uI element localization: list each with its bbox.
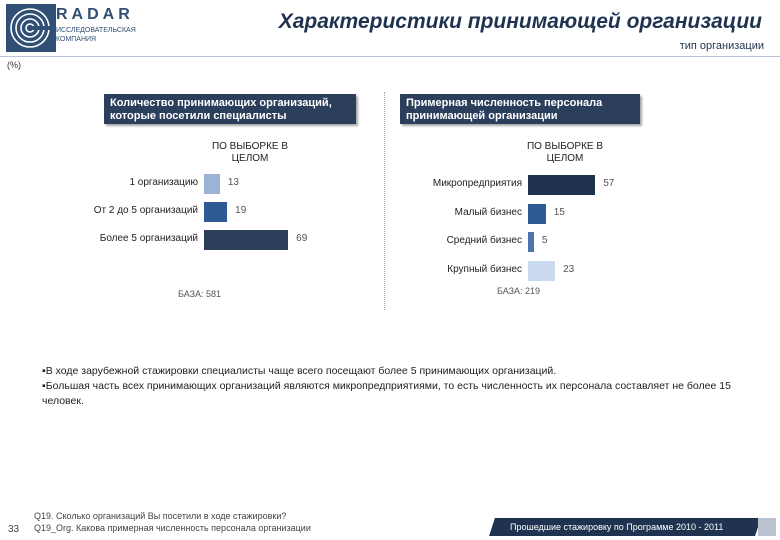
footer-question: Q19. Сколько организаций Вы посетили в х…	[34, 511, 287, 521]
data-label: 69	[296, 233, 308, 244]
bar	[204, 202, 228, 222]
bar	[204, 230, 289, 250]
header-divider	[0, 56, 780, 57]
data-label: 19	[235, 205, 247, 216]
data-label: 23	[563, 263, 575, 275]
page-subtitle: тип организации	[679, 40, 764, 52]
footer-question: Q19_Org. Какова примерная численность пе…	[34, 523, 311, 533]
logo-subtitle: ИССЛЕДОВАТЕЛЬСКАЯ КОМПАНИЯ	[56, 27, 136, 43]
category-label: Более 5 организаций	[99, 233, 198, 244]
left-series-label: ПО ВЫБОРКЕ В ЦЕЛОМ	[211, 141, 289, 164]
category-label: 1 организацию	[129, 177, 198, 188]
note-line: ▪В ходе зарубежной стажировки специалист…	[42, 365, 557, 377]
bar	[528, 260, 556, 281]
data-label: 57	[603, 178, 615, 189]
bar	[528, 175, 596, 195]
panel-divider	[384, 92, 385, 310]
bar	[204, 174, 220, 194]
data-label: 5	[541, 235, 548, 246]
logo-wordmark: RADAR	[56, 6, 134, 23]
note-line: ▪Большая часть всех принимающих организа…	[42, 380, 731, 407]
bar	[528, 232, 534, 252]
category-label: Средний бизнес	[446, 235, 522, 246]
corner-decoration	[758, 518, 776, 536]
right-chart-title: Примерная численность персонала принимаю…	[400, 94, 640, 124]
page-number: 33	[8, 524, 20, 535]
category-label: Крупный бизнес	[447, 263, 522, 275]
footer-questions: Q19. Сколько организаций Вы посетили в х…	[34, 510, 311, 534]
left-chart-title: Количество принимающих организаций, кото…	[104, 94, 356, 124]
right-series-label: ПО ВЫБОРКЕ В ЦЕЛОМ	[526, 141, 604, 164]
data-label: 15	[553, 206, 565, 218]
summary-notes: ▪В ходе зарубежной стажировки специалист…	[42, 364, 762, 409]
left-chart-base: БАЗА: 581	[178, 289, 222, 299]
right-chart-base: БАЗА: 219	[497, 286, 541, 296]
bar	[528, 203, 546, 224]
category-label: От 2 до 5 организаций	[93, 205, 198, 216]
page-title: Характеристики принимающей организации	[278, 10, 762, 33]
category-label: Малый бизнес	[454, 206, 522, 218]
logo	[6, 4, 146, 52]
category-label: Микропредприятия	[432, 178, 522, 189]
unit-note: (%)	[7, 60, 21, 70]
data-label: 13	[227, 177, 239, 188]
radar-logo-icon	[6, 4, 56, 52]
footer-banner-text: Прошедшие стажировку по Программе 2010 -…	[510, 522, 724, 532]
